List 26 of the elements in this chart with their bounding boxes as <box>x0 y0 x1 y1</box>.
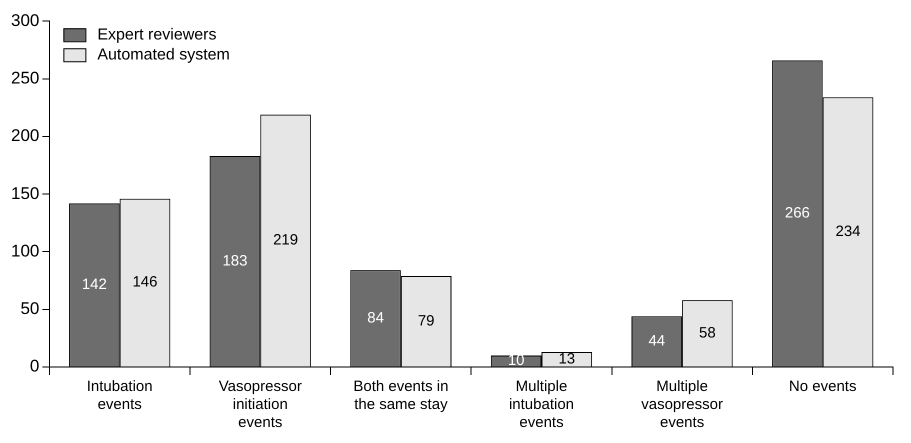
data-label: 44 <box>648 332 666 350</box>
x-tick-label: Both events in the same stay <box>353 378 448 414</box>
y-tick-label: 200 <box>10 126 40 146</box>
y-tick-label: 300 <box>10 10 40 30</box>
x-tick-label: Multiple vasopressor events <box>641 378 723 432</box>
data-label: 58 <box>699 324 716 342</box>
y-tick-label: 0 <box>30 356 40 376</box>
x-tick-label: Multiple intubation events <box>508 378 574 432</box>
x-tick-label: No events <box>788 378 856 396</box>
x-tick-label: Vasopressor initiation events <box>218 378 302 432</box>
x-tick-label: Intubation events <box>86 378 153 414</box>
data-label: 142 <box>82 276 107 294</box>
data-label: 79 <box>418 312 435 330</box>
legend-label: Automated system <box>97 46 230 64</box>
data-label: 146 <box>132 274 158 291</box>
data-label: 234 <box>835 223 861 240</box>
y-tick-label: 100 <box>10 241 40 260</box>
data-label: 183 <box>222 252 248 270</box>
y-tick-label: 50 <box>20 299 40 318</box>
y-tick-label: 250 <box>10 68 40 88</box>
legend-label: Expert reviewers <box>97 26 217 44</box>
data-label: 13 <box>558 350 576 368</box>
data-label: 219 <box>273 232 298 249</box>
data-label: 266 <box>784 204 810 222</box>
data-label: 84 <box>367 309 384 326</box>
y-tick-label: 150 <box>10 184 40 203</box>
